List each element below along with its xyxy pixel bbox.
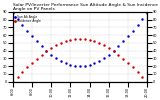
Legend: Sun Alt Angle, Incidence Angle: Sun Alt Angle, Incidence Angle [14,15,41,24]
Text: Solar PV/Inverter Performance Sun Altitude Angle & Sun Incidence Angle on PV Pan: Solar PV/Inverter Performance Sun Altitu… [13,3,158,11]
